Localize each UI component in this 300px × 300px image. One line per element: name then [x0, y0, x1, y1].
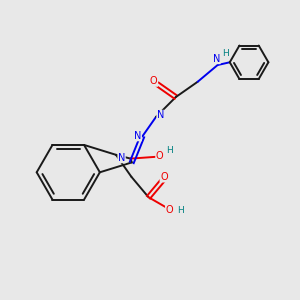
Text: O: O	[156, 151, 164, 160]
Text: H: H	[177, 206, 184, 215]
Text: N: N	[134, 131, 142, 141]
Text: O: O	[166, 205, 173, 215]
Text: O: O	[150, 76, 158, 86]
Text: N: N	[157, 110, 164, 120]
Text: H: H	[222, 50, 229, 58]
Text: N: N	[213, 54, 220, 64]
Text: N: N	[118, 153, 125, 163]
Text: O: O	[160, 172, 168, 182]
Text: H: H	[167, 146, 173, 154]
